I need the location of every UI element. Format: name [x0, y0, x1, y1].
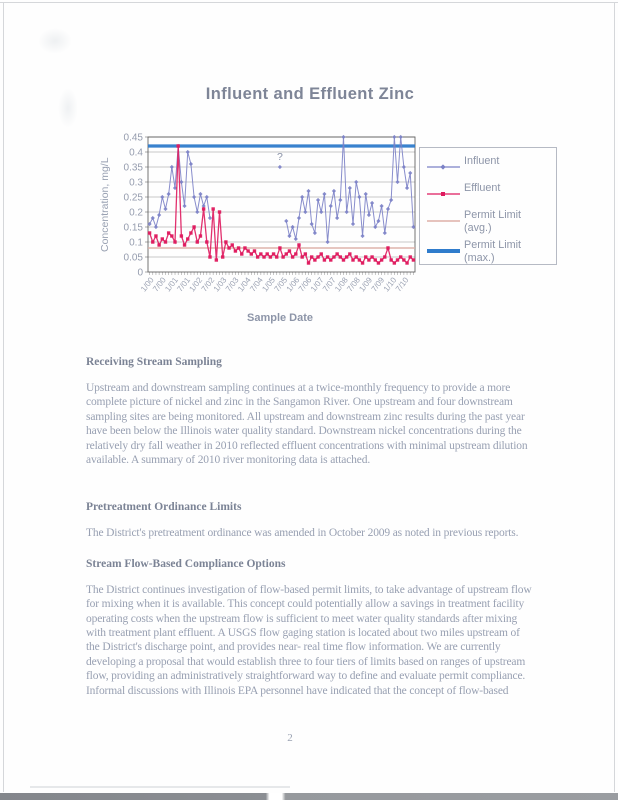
chart-title: Influent and Effluent Zinc — [205, 85, 415, 103]
legend-item: Permit Limit (avg.) — [426, 209, 556, 234]
section-paragraph: Upstream and downstream sampling continu… — [86, 382, 528, 467]
svg-text:0: 0 — [137, 268, 143, 279]
legend-label: Permit Limit (avg.) — [464, 209, 521, 234]
page-edge-top — [0, 2, 618, 3]
legend-swatch — [426, 243, 464, 261]
chart-legend: Influent Effluent Permit Limit (avg.) Permi… — [419, 147, 557, 265]
page-edge-left — [3, 2, 4, 792]
section-paragraph: The District's pretreatment ordinance wa… — [86, 527, 519, 540]
scan-edge-band — [0, 793, 618, 800]
section-heading-pretreatment-ordinance-limits: Pretreatment Ordinance Limits — [86, 501, 242, 514]
svg-text:0.2: 0.2 — [129, 208, 143, 219]
legend-item: Permit Limit (max.) — [426, 239, 556, 264]
legend-swatch — [426, 186, 464, 204]
scan-smudge — [38, 28, 72, 54]
svg-text:0.25: 0.25 — [124, 193, 144, 204]
legend-swatch — [426, 213, 464, 231]
legend-label: Permit Limit (max.) — [464, 239, 521, 264]
document-body: Receiving Stream Sampling Upstream and d… — [86, 350, 536, 732]
y-axis-title: Concentration, mg/L — [99, 157, 111, 253]
scan-smudge — [58, 88, 78, 128]
legend-item: Effluent — [426, 182, 556, 204]
svg-text:0.15: 0.15 — [124, 223, 144, 234]
line-chart: 00.050.10.150.20.250.30.350.40.451/007/0… — [124, 133, 416, 294]
svg-text:0.1: 0.1 — [129, 238, 143, 249]
svg-text:0.05: 0.05 — [124, 253, 144, 264]
section-paragraph: The District continues investigation of … — [86, 583, 532, 697]
svg-text:0.3: 0.3 — [129, 178, 143, 189]
legend-swatch — [426, 159, 464, 177]
page-number: 2 — [287, 732, 293, 744]
svg-text:0.4: 0.4 — [129, 148, 143, 159]
svg-text:0.35: 0.35 — [124, 163, 144, 174]
legend-label: Effluent — [464, 182, 501, 194]
svg-text:0.45: 0.45 — [124, 133, 144, 144]
section-heading-receiving-stream-sampling: Receiving Stream Sampling — [86, 356, 222, 368]
scan-smudge — [30, 786, 290, 788]
svg-text:7/10: 7/10 — [394, 275, 411, 293]
section-heading-stream-flow-based-compliance-options: Stream Flow-Based Compliance Options — [86, 557, 286, 570]
legend-label: Influent — [464, 155, 500, 167]
legend-item: Influent — [426, 155, 556, 177]
chart-annotation: ? — [277, 151, 283, 163]
page-edge-right — [614, 2, 615, 792]
x-axis-title: Sample Date — [246, 312, 314, 324]
